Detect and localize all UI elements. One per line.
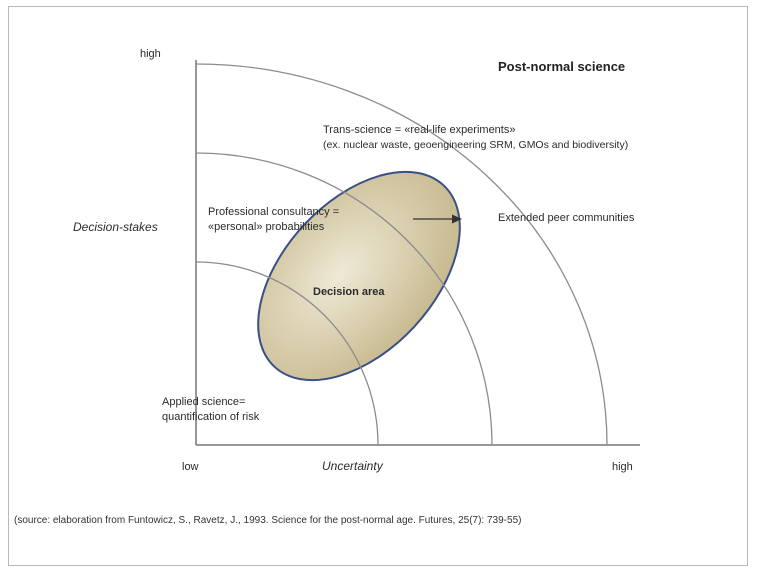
x-axis-low-label: low: [182, 461, 199, 473]
y-axis-high-label: high: [140, 48, 161, 60]
applied-science-line2: quantification of risk: [162, 411, 260, 423]
outer-arc: [195, 63, 608, 446]
diagram-title: Post-normal science: [498, 59, 626, 74]
source-note: (source: elaboration from Funtowicz, S.,…: [14, 515, 522, 526]
decision-area-label: Decision area: [313, 286, 385, 298]
x-axis-label: Uncertainty: [322, 459, 383, 473]
extension-arrow-head: [452, 214, 462, 224]
inner-arc: [195, 261, 379, 446]
decision-area-ellipse: [257, 170, 461, 382]
professional-consultancy-line2: «personal» probabilities: [208, 221, 325, 233]
middle-arc: [195, 152, 493, 446]
extended-peer-communities-label: Extended peer communities: [498, 212, 635, 224]
trans-science-line2: (ex. nuclear waste, geoengineering SRM, …: [323, 139, 629, 151]
professional-consultancy-line1: Professional consultancy =: [208, 206, 340, 218]
trans-science-line1: Trans-science = «real-life experiments»: [323, 124, 516, 136]
applied-science-line1: Applied science=: [162, 396, 246, 408]
y-axis-label: Decision-stakes: [73, 220, 158, 234]
x-axis-high-label: high: [612, 461, 633, 473]
slide-frame: [8, 6, 748, 566]
